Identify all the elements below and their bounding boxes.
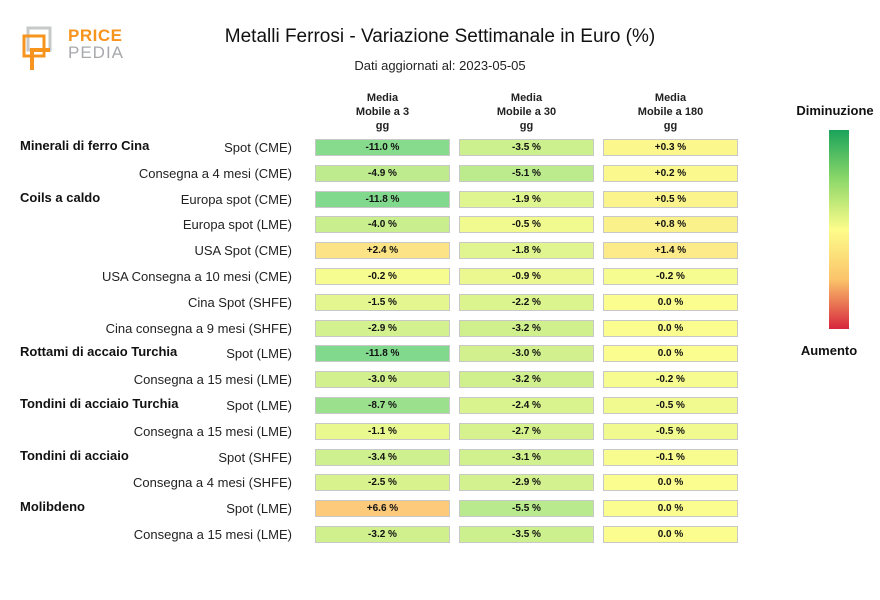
group-label: Rottami di accaio Turchia: [20, 344, 178, 359]
legend-label-decrease: Diminuzione: [796, 103, 874, 118]
heatmap-cell: -2.7 %: [459, 423, 594, 440]
row-label: Spot (LME): [226, 398, 292, 413]
row-label: Spot (SHFE): [218, 450, 292, 465]
heatmap-cell: -0.2 %: [603, 268, 738, 285]
heatmap-cell: +0.2 %: [603, 165, 738, 182]
heatmap-cell: -11.8 %: [315, 191, 450, 208]
heatmap-cell: -3.2 %: [459, 320, 594, 337]
heatmap-cell: -8.7 %: [315, 397, 450, 414]
group-label: Molibdeno: [20, 499, 85, 514]
heatmap-cell: -3.1 %: [459, 449, 594, 466]
column-header-180gg: Media Mobile a 180 gg: [603, 91, 738, 133]
row-label: Spot (LME): [226, 346, 292, 361]
row-label: Consegna a 4 mesi (CME): [138, 166, 292, 181]
column-header-30gg: Media Mobile a 30 gg: [459, 91, 594, 133]
heatmap-cell: 0.0 %: [603, 500, 738, 517]
heatmap-cell: -5.1 %: [459, 165, 594, 182]
logo-mark-icon: [22, 26, 52, 70]
heatmap-cell: +2.4 %: [315, 242, 450, 259]
heatmap-cell: 0.0 %: [603, 345, 738, 362]
logo-text-pedia: PEDIA: [68, 43, 125, 62]
row-label: USA Spot (CME): [194, 243, 292, 258]
legend-color-scale: [829, 130, 849, 329]
heatmap-cell: -2.9 %: [315, 320, 450, 337]
row-label: Spot (CME): [224, 140, 292, 155]
row-label: USA Consegna a 10 mesi (CME): [101, 269, 292, 284]
heatmap-cell: +0.5 %: [603, 191, 738, 208]
heatmap-cell: -3.2 %: [459, 371, 594, 388]
heatmap-cell: 0.0 %: [603, 320, 738, 337]
heatmap-cell: -1.8 %: [459, 242, 594, 259]
logo-text-price: PRICE: [68, 26, 123, 45]
row-label: Consegna a 15 mesi (LME): [133, 372, 292, 387]
column-header-line: Mobile a 3: [355, 106, 410, 118]
heatmap-cell: -3.0 %: [315, 371, 450, 388]
row-label: Consegna a 4 mesi (SHFE): [133, 475, 292, 490]
heatmap-cell: -5.5 %: [459, 500, 594, 517]
heatmap-cell: -3.4 %: [315, 449, 450, 466]
chart-title: Metalli Ferrosi - Variazione Settimanale…: [224, 26, 656, 47]
heatmap-cell: -0.5 %: [603, 423, 738, 440]
group-label: Coils a caldo: [20, 190, 101, 205]
column-header-line: Mobile a 30: [496, 106, 557, 118]
group-label: Tondini di acciaio Turchia: [20, 396, 179, 411]
row-label: Europa spot (LME): [182, 217, 292, 232]
row-label: Consegna a 15 mesi (LME): [133, 527, 292, 542]
heatmap-cell: +0.3 %: [603, 139, 738, 156]
heatmap-cell: 0.0 %: [603, 474, 738, 491]
column-header-line: Media: [366, 92, 399, 104]
column-header-line: gg: [519, 120, 534, 132]
heatmap-cell: 0.0 %: [603, 294, 738, 311]
heatmap-cell: -0.5 %: [603, 397, 738, 414]
chart-subtitle: Dati aggiornati al: 2023-05-05: [354, 58, 526, 73]
pricepedia-logo: PRICE PEDIA: [20, 24, 130, 74]
heatmap-cell: -2.2 %: [459, 294, 594, 311]
row-label: Europa spot (CME): [180, 192, 292, 207]
heatmap-cell: +1.4 %: [603, 242, 738, 259]
row-label: Cina consegna a 9 mesi (SHFE): [105, 321, 292, 336]
heatmap-cell: -4.0 %: [315, 216, 450, 233]
heatmap-cell: -3.5 %: [459, 526, 594, 543]
heatmap-cell: 0.0 %: [603, 526, 738, 543]
legend-label-increase: Aumento: [800, 343, 858, 358]
column-header-line: Mobile a 180: [637, 106, 704, 118]
heatmap-cell: -1.1 %: [315, 423, 450, 440]
heatmap-cell: -1.9 %: [459, 191, 594, 208]
group-label: Tondini di acciaio: [20, 448, 129, 463]
column-header-line: gg: [663, 120, 678, 132]
row-label: Consegna a 15 mesi (LME): [133, 424, 292, 439]
heatmap-cell: -3.5 %: [459, 139, 594, 156]
heatmap-cell: -11.8 %: [315, 345, 450, 362]
heatmap-cell: +6.6 %: [315, 500, 450, 517]
heatmap-cell: -3.2 %: [315, 526, 450, 543]
heatmap-cell: -2.4 %: [459, 397, 594, 414]
column-header-line: Media: [510, 92, 543, 104]
row-label: Cina Spot (SHFE): [187, 295, 292, 310]
heatmap-cell: -0.5 %: [459, 216, 594, 233]
heatmap-cell: -0.1 %: [603, 449, 738, 466]
heatmap-cell: -3.0 %: [459, 345, 594, 362]
heatmap-cell: -11.0 %: [315, 139, 450, 156]
heatmap-cell: -2.5 %: [315, 474, 450, 491]
heatmap-cell: -1.5 %: [315, 294, 450, 311]
heatmap-cell: -4.9 %: [315, 165, 450, 182]
row-label: Spot (LME): [226, 501, 292, 516]
column-header-line: gg: [375, 120, 390, 132]
column-header-line: Media: [654, 92, 687, 104]
heatmap-cell: -0.9 %: [459, 268, 594, 285]
group-label: Minerali di ferro Cina: [20, 138, 150, 153]
heatmap-cell: -0.2 %: [603, 371, 738, 388]
heatmap-cell: -0.2 %: [315, 268, 450, 285]
heatmap-cell: -2.9 %: [459, 474, 594, 491]
heatmap-cell: +0.8 %: [603, 216, 738, 233]
column-header-3gg: Media Mobile a 3 gg: [315, 91, 450, 133]
